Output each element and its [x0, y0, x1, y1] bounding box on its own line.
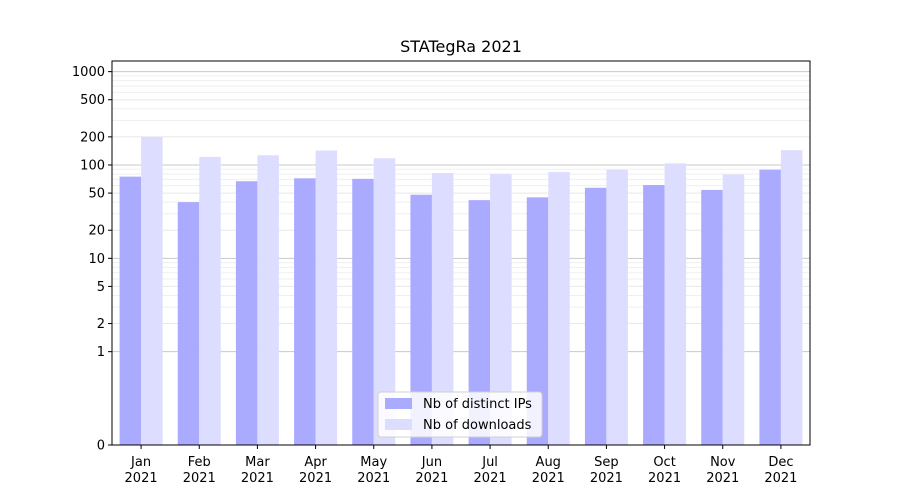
bar-downloads [315, 150, 338, 445]
x-tick-label-month: Jun [421, 455, 442, 470]
bar-downloads [780, 150, 803, 446]
x-tick-label-month: Jan [130, 455, 151, 470]
bar-downloads [722, 174, 745, 446]
x-tick-label-year: 2021 [183, 471, 216, 486]
y-tick-label: 10 [88, 252, 105, 267]
x-tick-label-year: 2021 [299, 471, 332, 486]
bar-distinct-ips [643, 185, 665, 445]
x-tick-label-year: 2021 [125, 471, 158, 486]
x-tick-label-month: Oct [653, 455, 675, 470]
y-tick-label: 5 [97, 280, 105, 295]
x-tick-label-month: May [360, 455, 387, 470]
bar-downloads [257, 155, 279, 446]
bar-distinct-ips [468, 200, 491, 445]
bar-downloads [373, 158, 396, 445]
x-tick-label-month: Jul [481, 455, 498, 470]
x-tick-label-year: 2021 [241, 471, 274, 486]
y-tick-label: 1000 [72, 65, 105, 80]
plot-frame [111, 60, 811, 446]
x-tick-label-month: Nov [710, 455, 736, 470]
x-tick-label-month: Aug [536, 455, 561, 470]
bar-downloads [431, 173, 454, 445]
bar-downloads [199, 156, 221, 445]
bar-downloads [664, 163, 687, 446]
bar-distinct-ips [526, 197, 549, 445]
y-tick-label: 2 [97, 317, 105, 332]
x-tick-label-year: 2021 [648, 471, 681, 486]
bar-distinct-ips [352, 178, 374, 445]
x-tick-label-year: 2021 [357, 471, 390, 486]
bar-downloads [141, 136, 163, 445]
x-tick-label-year: 2021 [532, 471, 565, 486]
bar-distinct-ips [235, 181, 258, 446]
x-tick-label-year: 2021 [764, 471, 797, 486]
x-tick-label-year: 2021 [474, 471, 507, 486]
bar-distinct-ips [294, 178, 316, 445]
x-tick-label-year: 2021 [415, 471, 448, 486]
y-tick-label: 100 [80, 158, 105, 173]
legend-label-distinct-ips: Nb of distinct IPs [423, 397, 532, 412]
bar-distinct-ips [177, 202, 200, 445]
x-tick-label-month: Apr [304, 455, 327, 470]
bar-distinct-ips [410, 194, 432, 445]
bar-downloads [548, 172, 570, 445]
bar-downloads [606, 169, 628, 445]
y-tick-label: 200 [80, 130, 105, 145]
chart-title: STATegRa 2021 [400, 37, 522, 56]
x-tick-label-month: Sep [594, 455, 619, 470]
bar-distinct-ips [119, 176, 142, 445]
x-tick-label-month: Dec [768, 455, 793, 470]
legend-box [377, 391, 543, 438]
grid-lines [112, 71, 810, 353]
bar-distinct-ips [701, 189, 723, 445]
legend: Nb of distinct IPs Nb of downloads [377, 391, 543, 438]
y-tick-label: 20 [88, 224, 105, 239]
x-axis: Jan2021Feb2021Mar2021Apr2021May2021Jun20… [125, 445, 797, 486]
y-tick-label: 0 [97, 439, 105, 454]
x-tick-label-year: 2021 [706, 471, 739, 486]
x-tick-label-year: 2021 [590, 471, 623, 486]
y-tick-label: 1 [97, 345, 105, 360]
y-tick-label: 500 [80, 93, 105, 108]
x-tick-label-month: Feb [188, 455, 211, 470]
bar-distinct-ips [584, 187, 607, 445]
y-axis: 0 1 2 5 10 20 50 100 200 500 1000 [72, 65, 112, 454]
x-tick-label-month: Mar [245, 455, 270, 470]
legend-label-downloads: Nb of downloads [423, 418, 532, 433]
bar-downloads [490, 174, 512, 445]
legend-swatch-downloads [385, 419, 412, 430]
bar-distinct-ips [759, 169, 781, 445]
legend-swatch-distinct-ips [385, 398, 412, 409]
y-tick-label: 50 [88, 187, 105, 202]
bars [119, 136, 803, 446]
